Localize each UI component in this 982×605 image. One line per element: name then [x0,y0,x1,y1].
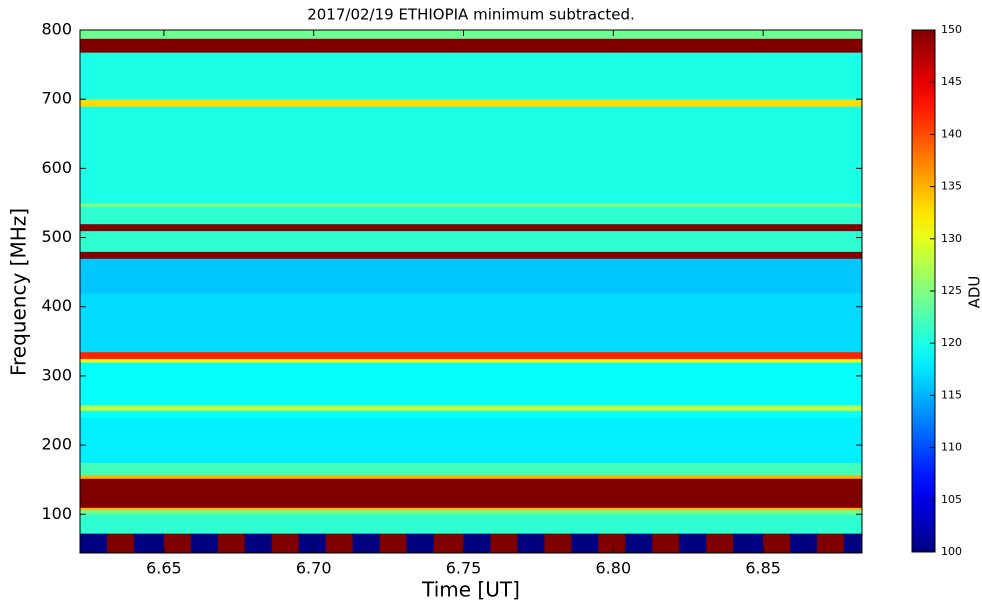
x-tick-label: 6.80 [596,559,632,578]
calibration-cell [271,533,300,553]
calibration-cell [544,533,572,553]
calibration-cell [217,533,246,553]
y-tick-label: 700 [41,89,72,108]
calibration-cell [517,533,545,553]
colorbar-tick-label: 125 [941,284,962,297]
colorbar-tick-label: 110 [941,441,962,454]
colorbar-tick-label: 115 [941,388,962,401]
heatmap-band [80,507,862,510]
colorbar-tick-label: 100 [941,545,962,558]
calibration-cell [352,533,381,553]
calibration-cell [163,533,192,553]
heatmap-band [80,410,862,418]
x-tick-label: 6.85 [745,559,781,578]
heatmap-band [80,206,862,225]
calibration-cell [133,533,165,553]
heatmap-band [80,38,862,53]
calibration-cell [80,533,108,553]
y-tick-label: 800 [41,20,72,39]
colorbar-tick-label: 105 [941,493,962,506]
calibration-cell [406,533,435,553]
x-tick-label: 6.75 [446,559,482,578]
heatmap-band [80,223,862,232]
heatmap-band [80,52,862,100]
calibration-cell [244,533,273,553]
y-tick-label: 200 [41,435,72,454]
calibration-cell [433,533,465,553]
calibration-cell [625,533,653,553]
heatmap-band [80,202,862,207]
heatmap-band [80,258,862,294]
calibration-cell [652,533,680,553]
colorbar-tick-label: 120 [941,336,962,349]
calibration-cell [325,533,354,553]
calibration-cell [763,533,791,553]
calibration-cell [817,533,845,553]
y-tick-label: 600 [41,158,72,177]
y-axis-label: Frequency [MHz] [7,208,31,376]
calibration-cell [571,533,599,553]
colorbar-tick-label: 150 [941,23,962,36]
calibration-cell [190,533,219,553]
colorbar-tick-label: 140 [941,127,962,140]
calibration-cell [733,533,764,553]
x-tick-label: 6.65 [146,559,182,578]
calibration-cell [490,533,518,553]
calibration-cell [679,533,707,553]
heatmap-band [80,351,862,360]
calibration-cell [298,533,327,553]
calibration-cell [379,533,408,553]
heatmap-band [80,106,862,204]
x-axis-label: Time [UT] [421,578,520,602]
heatmap-band [80,478,862,508]
calibration-cell [706,533,734,553]
heatmap-band [80,230,862,252]
heatmap-band [80,358,862,363]
calibration-cell [463,533,491,553]
calibration-cell [598,533,626,553]
colorbar-tick-label: 145 [941,75,962,88]
colorbar-label: ADU [966,276,982,309]
colorbar-tick-label: 135 [941,180,962,193]
chart-title: 2017/02/19 ETHIOPIA minimum subtracted. [307,6,635,24]
heatmap-band [80,417,862,463]
heatmap-band [80,30,862,39]
y-tick-label: 300 [41,365,72,384]
y-tick-label: 400 [41,296,72,315]
heatmap-band [80,474,862,479]
colorbar-tick-label: 130 [941,232,962,245]
calibration-cell [790,533,818,553]
y-tick-label: 100 [41,504,72,523]
heatmap-band [80,462,862,476]
heatmap-band [80,362,862,406]
heatmap-band [80,99,862,107]
heatmap-band [80,514,862,535]
heatmap-band [80,509,862,515]
x-tick-label: 6.70 [296,559,332,578]
calibration-cell [844,533,863,553]
plot-frame [79,29,863,554]
heatmap-band [80,251,862,259]
calibration-cell [106,533,135,553]
heatmap-band [80,404,862,411]
heatmap-band [80,292,862,353]
y-tick-label: 500 [41,227,72,246]
